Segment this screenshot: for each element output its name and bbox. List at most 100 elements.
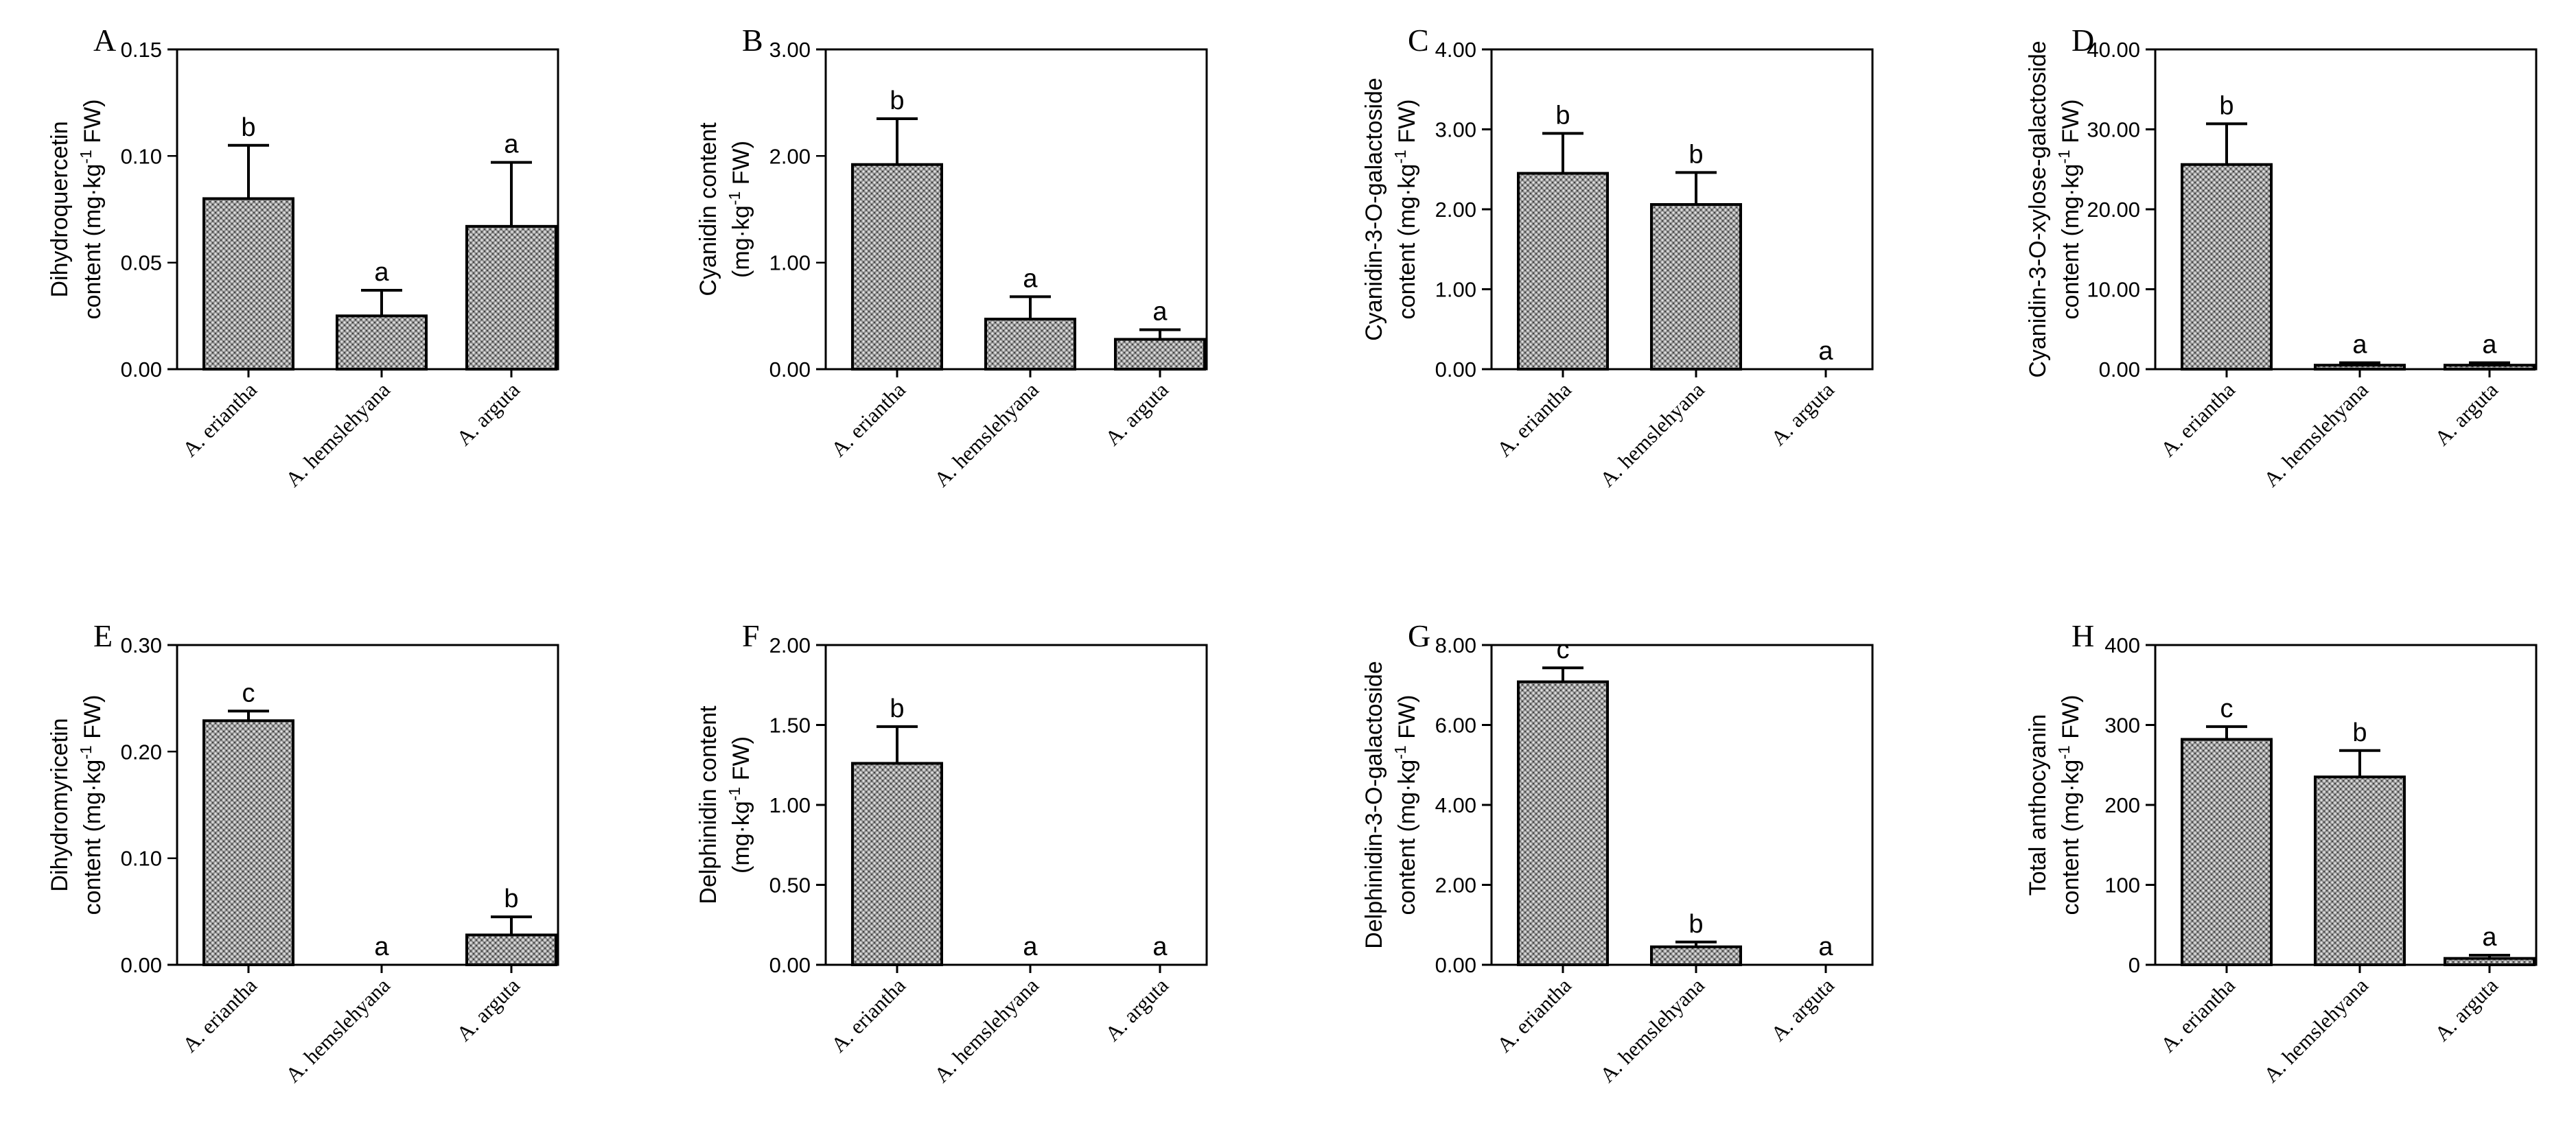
chart-f-sig-letter-1: b: [890, 694, 904, 723]
chart-g-error-bar-1: [1542, 666, 1583, 682]
chart-d-sig-letter-3: a: [2482, 331, 2497, 360]
chart-h-ytick-label-3: 300: [2104, 714, 2140, 738]
chart-g-error-bar-2: [1675, 940, 1717, 947]
chart-a-category-label-1: A. eriantha: [178, 377, 262, 461]
chart-h-ytick-label-2: 200: [2104, 793, 2140, 817]
chart-b-error-bar-1: [877, 117, 918, 165]
chart-b-ylabel-unit: (mg·kg: [728, 205, 754, 278]
chart-e-ytick-label-2: 0.20: [121, 740, 162, 764]
chart-e-sig-letter-2: a: [374, 933, 389, 961]
chart-b-ytick-label-0: 0.00: [769, 358, 811, 382]
chart-c-sig-letter-1: b: [1555, 101, 1570, 130]
chart-a-ylabel-unit: content (mg·kg: [80, 164, 106, 320]
chart-f-ytick-label-4: 2.00: [769, 633, 811, 657]
chart-g-sig-letter-1: c: [1557, 635, 1570, 664]
chart-b-bar-2: [984, 317, 1076, 371]
chart-e-ylabel-line-1: Dihydromyricetin: [47, 718, 73, 891]
chart-b-ytick-label-3: 3.00: [769, 38, 811, 62]
chart-g-ytick-label-0: 0.00: [1435, 953, 1476, 977]
chart-f-ytick-label-3: 1.50: [769, 714, 811, 738]
chart-h-ylabel-line-1: Total anthocyanin: [2025, 714, 2051, 896]
chart-b-category-label-3: A. arguta: [1100, 377, 1173, 450]
chart-d-ylabel-suffix: FW): [2058, 99, 2084, 150]
chart-c-bar-2: [1650, 203, 1742, 371]
chart-g-ytick-label-2: 4.00: [1435, 793, 1476, 817]
chart-b-error-bar-3: [1139, 328, 1181, 340]
chart-h-bar-1: [2181, 738, 2273, 966]
chart-e-plot-frame: [176, 644, 559, 966]
chart-e-category-label-2: A. hemslehyana: [281, 973, 395, 1087]
chart-b-ylabel-exponent: -1: [726, 191, 743, 205]
chart-h-ylabel-exponent: -1: [2055, 745, 2073, 759]
chart-e-category-label-1: A. eriantha: [178, 973, 262, 1057]
chart-f-ylabel-exponent: -1: [726, 787, 743, 801]
chart-g-ytick-label-1: 2.00: [1435, 874, 1476, 898]
chart-c-ylabel-suffix: FW): [1394, 99, 1420, 150]
chart-g-panel-letter: G: [1408, 618, 1430, 653]
chart-c-ylabel-line-2: content (mg·kg-1 FW): [1391, 99, 1420, 320]
chart-e-ytick-label-0: 0.00: [121, 953, 162, 977]
chart-b-bar-1: [851, 163, 943, 371]
chart-e-ylabel-line-2: content (mg·kg-1 FW): [77, 695, 106, 915]
chart-a-error-bar-3: [491, 161, 532, 226]
chart-f-ylabel-unit: (mg·kg: [728, 801, 754, 874]
chart-g-ylabel-unit: content (mg·kg: [1394, 760, 1420, 915]
chart-c-category-label-2: A. hemslehyana: [1595, 377, 1709, 491]
chart-g-category-label-1: A. eriantha: [1492, 973, 1576, 1057]
chart-a: Ab a a 0.00 0.05 0.10 0.15 A. eriantha A. hemsle…: [47, 23, 559, 491]
chart-d-ytick-label-1: 10.00: [2087, 278, 2140, 302]
chart-g-ylabel-exponent: -1: [1391, 745, 1409, 759]
chart-b-bar-3: [1114, 338, 1206, 371]
chart-h-sig-letter-3: a: [2482, 923, 2497, 952]
chart-a-ylabel-exponent: -1: [77, 150, 95, 163]
chart-h-ylabel-line-2: content (mg·kg-1 FW): [2055, 695, 2084, 915]
chart-c-ytick-label-4: 4.00: [1435, 38, 1476, 62]
chart-b-sig-letter-2: a: [1023, 264, 1038, 293]
chart-g-bar-2: [1650, 945, 1742, 966]
chart-h: Hc b a 0 100 200 300 400 A. eriantha A. hemslehya…: [2025, 618, 2538, 1087]
chart-h-bar-3: [2444, 957, 2536, 967]
chart-b-sig-letter-3: a: [1152, 298, 1168, 327]
chart-c-ytick-label-0: 0.00: [1435, 358, 1476, 382]
chart-a-ytick-label-2: 0.10: [121, 144, 162, 168]
chart-d-sig-letter-1: b: [2219, 91, 2233, 120]
chart-g-category-label-3: A. arguta: [1766, 973, 1839, 1046]
chart-f-ylabel-suffix: FW): [728, 736, 754, 787]
chart-d-ytick-label-0: 0.00: [2099, 358, 2140, 382]
chart-h-sig-letter-2: b: [2352, 718, 2367, 747]
chart-c-ylabel-unit: content (mg·kg: [1394, 164, 1420, 320]
chart-f-sig-letter-3: a: [1152, 933, 1168, 961]
chart-b-ylabel-line-1: Cyanidin content: [695, 122, 721, 296]
chart-d-sig-letter-2: a: [2352, 331, 2367, 360]
chart-a-ytick-label-0: 0.00: [121, 358, 162, 382]
chart-h-ytick-label-4: 400: [2104, 633, 2140, 657]
chart-h-ytick-label-0: 0: [2128, 953, 2140, 977]
chart-a-ylabel-line-1: Dihydroquercetin: [47, 121, 73, 297]
chart-h-error-bar-1: [2206, 725, 2247, 740]
chart-d-ylabel-line-2: content (mg·kg-1 FW): [2055, 99, 2084, 320]
chart-e-ytick-label-3: 0.30: [121, 633, 162, 657]
chart-d-ylabel-line-1: Cyanidin-3-O-xylose-galactoside: [2025, 40, 2051, 377]
chart-f-category-label-1: A. eriantha: [826, 973, 910, 1057]
chart-d-category-label-1: A. eriantha: [2156, 377, 2240, 461]
chart-a-ytick-label-3: 0.15: [121, 38, 162, 62]
chart-d-bar-1: [2181, 163, 2273, 371]
chart-a-ylabel-line-2: content (mg·kg-1 FW): [77, 99, 106, 320]
chart-g-ytick-label-4: 8.00: [1435, 633, 1476, 657]
chart-g-sig-letter-3: a: [1818, 933, 1833, 961]
chart-h-category-label-3: A. arguta: [2430, 973, 2503, 1046]
chart-g-ytick-label-3: 6.00: [1435, 714, 1476, 738]
chart-h-ytick-label-1: 100: [2104, 874, 2140, 898]
chart-e-bar-3: [465, 933, 557, 967]
chart-b-plot-frame: [824, 48, 1208, 371]
chart-e-ylabel-exponent: -1: [77, 745, 95, 759]
chart-e-ytick-label-1: 0.10: [121, 847, 162, 871]
chart-c-ylabel-line-1: Cyanidin-3-O-galactoside: [1361, 78, 1387, 341]
chart-f-ytick-label-2: 1.00: [769, 793, 811, 817]
chart-b-ylabel-suffix: FW): [728, 141, 754, 191]
chart-h-panel-letter: H: [2072, 618, 2094, 653]
chart-e-panel-letter: E: [93, 618, 113, 653]
chart-e-error-bar-3: [491, 915, 532, 935]
